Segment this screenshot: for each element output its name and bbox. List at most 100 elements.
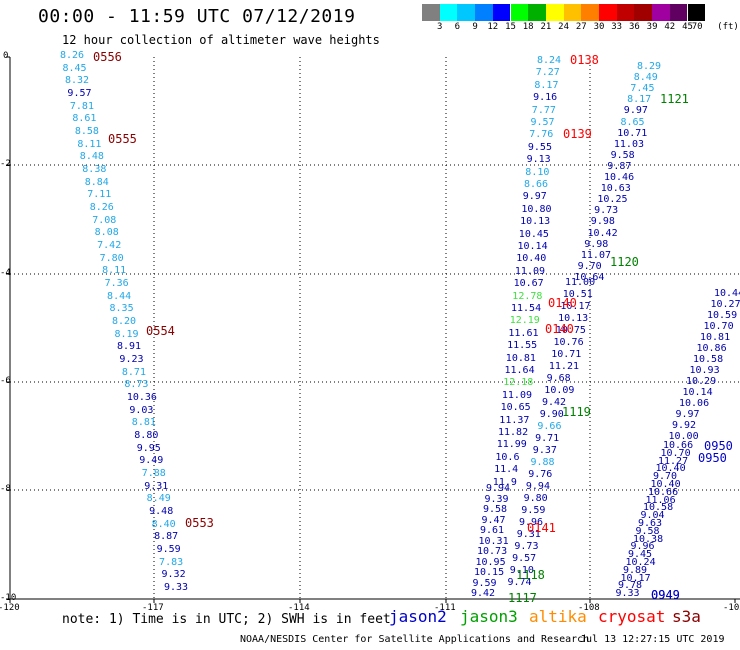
pass-label: 0950: [698, 451, 727, 465]
wave-value: 10.66: [663, 440, 694, 451]
wave-value: 10.31: [478, 535, 509, 547]
wave-value: 10.24: [625, 557, 656, 568]
wave-value: 9.59: [521, 505, 546, 516]
wave-value: 12.18: [503, 377, 534, 389]
scale-label: 15: [505, 22, 516, 32]
wave-value: 8.73: [124, 379, 149, 391]
scale-swatch: [528, 4, 546, 21]
scale-swatch: [563, 4, 582, 21]
pass-label: 0553: [185, 516, 214, 530]
wave-value: 9.57: [530, 117, 555, 128]
wave-value: 10.71: [551, 349, 582, 360]
wave-value: 9.59: [156, 544, 181, 555]
wave-value: 11.07: [580, 249, 611, 261]
scale-swatch: [422, 4, 440, 21]
wave-value: 8.61: [72, 113, 97, 125]
map-subtitle: 12 hour collection of altimeter wave hei…: [62, 33, 380, 47]
pass-label: 0950: [704, 439, 733, 453]
scale-unit: (ft): [717, 22, 739, 32]
y-tick-label: 0: [3, 51, 9, 61]
wave-value: 10.93: [689, 365, 720, 376]
wave-value: 9.73: [514, 541, 539, 552]
pass-label: 1119: [562, 405, 591, 419]
wave-value: 9.55: [527, 141, 552, 153]
scale-swatch: [457, 4, 476, 21]
x-tick-label: -117: [142, 603, 164, 613]
wave-value: 7.81: [69, 100, 94, 112]
wave-value: 11.06: [645, 494, 676, 506]
wave-value: 8.38: [82, 164, 107, 175]
wave-value: 9.13: [526, 154, 551, 166]
wave-value: 7.45: [630, 83, 655, 95]
wave-value: 8.08: [94, 227, 119, 239]
y-tick-label: -2: [0, 159, 11, 169]
wave-value: 10.58: [643, 502, 674, 514]
wave-value: 10.00: [668, 431, 699, 442]
wave-value: 8.45: [62, 62, 87, 74]
wave-value: 11.64: [504, 365, 535, 376]
scale-swatch: [616, 4, 635, 21]
wave-value: 9.33: [164, 582, 189, 593]
wave-value: 9.68: [546, 373, 571, 384]
pass-label: 0949: [651, 588, 680, 602]
pass-label: 0140: [545, 322, 574, 336]
wave-value: 9.32: [161, 569, 186, 581]
wave-value: 8.44: [107, 290, 132, 302]
wave-value: 9.70: [653, 471, 678, 483]
wave-value: 10.76: [553, 337, 584, 348]
wave-value: 11.9: [492, 476, 517, 488]
wave-value: 9.98: [584, 238, 609, 250]
wave-value: 9.76: [528, 469, 553, 480]
wave-value: 9.71: [535, 433, 560, 444]
wave-value: 9.47: [481, 514, 506, 526]
scale-swatch: [475, 4, 493, 21]
pass-label: 0554: [146, 324, 175, 338]
x-tick-label: -108: [578, 603, 600, 613]
wave-value: 9.92: [672, 420, 697, 431]
y-tick-label: -10: [0, 593, 17, 603]
scale-swatch: [687, 4, 706, 21]
wave-value: 11.4: [494, 464, 519, 476]
wave-value: 10.51: [562, 289, 593, 300]
wave-value: 9.48: [149, 506, 174, 517]
wave-value: 9.42: [542, 397, 567, 408]
wave-value: 9.57: [67, 88, 92, 99]
scale-label: 6: [454, 22, 461, 32]
wave-value: 10.14: [517, 241, 548, 252]
scale-label: 30: [593, 22, 605, 32]
scale-swatch: [634, 4, 653, 21]
pass-label: 1120: [610, 255, 639, 269]
wave-value: 7.27: [535, 67, 560, 79]
scale-label: 3: [436, 22, 443, 32]
wave-value: 8.29: [637, 61, 662, 72]
wave-value: 8.49: [146, 493, 171, 505]
wave-value: 8.58: [74, 126, 99, 137]
wave-value: 11.99: [496, 439, 527, 451]
pass-label: 0141: [527, 521, 556, 535]
wave-value: 10.44: [714, 288, 740, 299]
wave-value: 10.71: [617, 127, 648, 139]
wave-value: 8.24: [537, 55, 562, 66]
scale-label: 12: [487, 22, 499, 32]
wave-value: 8.35: [109, 303, 134, 315]
wave-value: 10.25: [597, 194, 628, 206]
pass-label: 0555: [108, 132, 137, 146]
wave-value: 8.11: [102, 265, 127, 277]
wave-value: 10.63: [600, 183, 631, 195]
wave-value: 7.42: [97, 240, 122, 251]
wave-value: 10.81: [505, 352, 536, 364]
wave-value: 10.40: [655, 463, 686, 475]
wave-value: 10.65: [500, 402, 531, 414]
wave-value: 9.31: [516, 529, 541, 540]
footer-credit: NOAA/NESDIS Center for Satellite Applica…: [240, 634, 590, 645]
wave-value: 7.36: [104, 278, 129, 289]
footer-timestamp: Jul 13 12:27:15 UTC 2019: [580, 634, 725, 645]
y-tick-label: -8: [0, 484, 11, 494]
wave-value: 9.87: [607, 160, 632, 172]
wave-value: 9.74: [507, 577, 532, 588]
legend-jason2: jason2: [389, 607, 447, 626]
wave-value: 10.42: [587, 227, 618, 239]
wave-value: 9.63: [638, 518, 663, 529]
wave-value: 9.94: [486, 483, 511, 494]
wave-value: 10.27: [710, 299, 740, 310]
